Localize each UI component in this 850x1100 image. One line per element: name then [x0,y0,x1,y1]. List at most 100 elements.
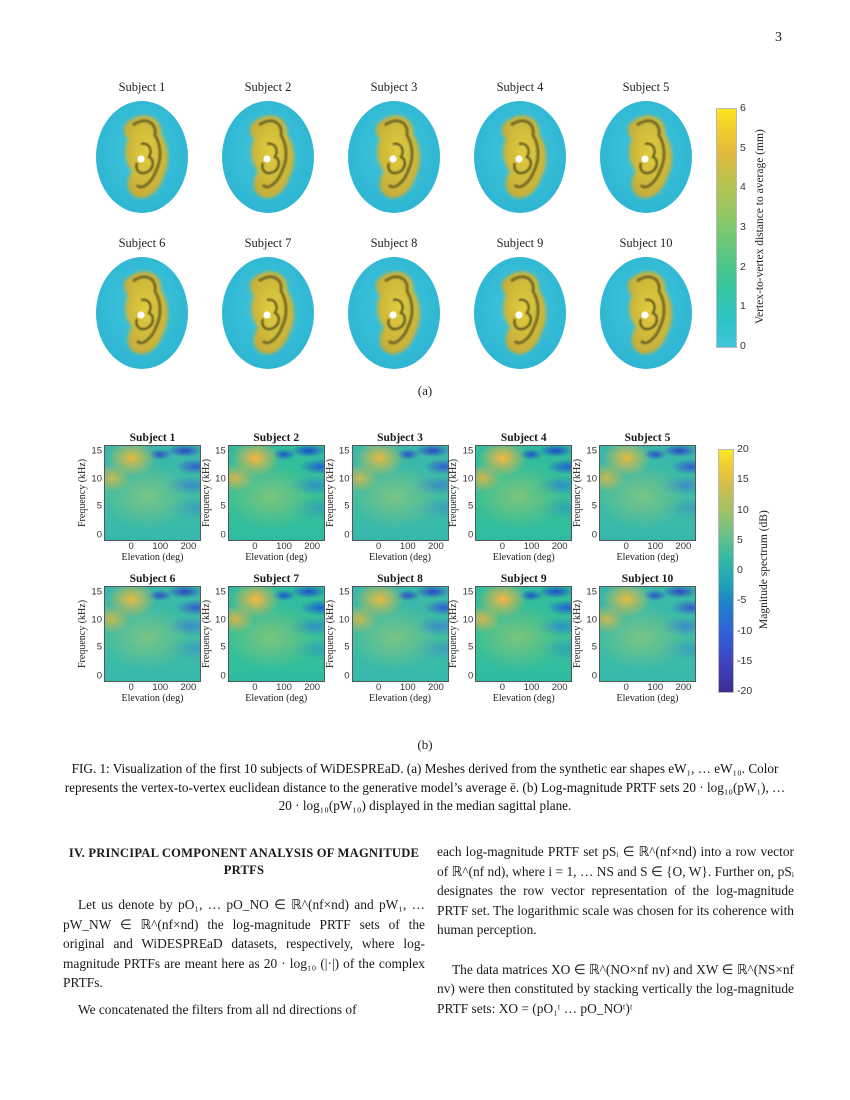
colorbar-gradient [716,108,737,348]
x-axis-ticks: 0 100 200 [623,541,692,552]
ear-mesh-panel: Subject 8 [337,236,451,373]
colorbar-tick: 0 [740,340,746,352]
text-column-right: each log-magnitude PRTF set pSᵢ ∈ ℝ^(nf×… [437,842,794,1026]
y-axis-ticks: 15 10 5 0 [586,586,597,682]
section-heading: IV. PRINCIPAL COMPONENT ANALYSIS OF MAGN… [68,846,420,877]
subject-title: Subject 3 [370,80,418,94]
colorbar-tick: 5 [737,533,743,546]
y-axis-label: Frequency (kHz) [200,599,212,669]
colorbar-tick: -10 [737,624,753,637]
colorbar-tick: 15 [737,473,749,486]
prtf-heatmap [227,445,325,541]
y-axis-ticks: 15 10 5 0 [215,445,226,541]
x-axis-ticks: 0 100 200 [128,682,197,693]
prtf-panel: Subject 6 Frequency (kHz) 15 10 5 0 0 100 200 Ele… [77,573,201,704]
y-axis-ticks: 15 10 5 0 [586,445,597,541]
x-axis-ticks: 0 100 200 [128,541,197,552]
ear-mesh-panel: Subject 6 [85,236,199,373]
y-axis-label: Frequency (kHz) [77,458,88,528]
y-axis-ticks: 15 10 5 0 [338,445,350,541]
paragraph: Let us denote by pO₁, … pO_NO ∈ ℝ^(nf×nd… [63,897,425,991]
figure-b-row-2: Subject 6 Frequency (kHz) 15 10 5 0 0 100 200 Ele… [77,573,696,704]
ear-mesh [96,257,188,369]
text-column-left: IV. PRINCIPAL COMPONENT ANALYSIS OF MAGN… [63,845,425,1026]
colorbar-tick: 20 [737,443,749,455]
ear-mesh [96,101,188,213]
y-axis-label: Frequency (kHz) [572,599,583,669]
colorbar-tick: 2 [740,260,746,273]
subject-title: Subject 8 [377,573,423,585]
colorbar-tick: 5 [740,141,746,154]
x-axis-label: Elevation (deg) [369,552,431,563]
subject-title: Subject 1 [118,80,166,94]
subject-title: Subject 5 [622,80,670,94]
y-axis-ticks: 15 10 5 0 [462,445,474,541]
colorbar-tick: 1 [740,300,746,313]
ear-mesh-panel: Subject 9 [463,236,577,373]
y-axis-ticks: 15 10 5 0 [338,586,350,682]
x-axis-label: Elevation (deg) [121,552,184,563]
y-axis-ticks: 15 10 5 0 [462,586,474,682]
prtf-heatmap [351,586,449,682]
prtf-panel: Subject 3 Frequency (kHz) 15 10 5 0 0 100 200 Ele… [324,432,449,563]
subject-title: Subject 6 [129,573,176,585]
x-axis-ticks: 0 100 200 [623,682,692,693]
subject-title: Subject 8 [370,236,418,250]
colorbar-axis-label: Vertex-to-vertex distance to average (mm… [754,129,766,325]
subject-title: Subject 1 [129,432,176,444]
subject-title: Subject 9 [500,573,547,585]
prtf-heatmap [104,586,201,682]
figure-caption: FIG. 1: Visualization of the first 10 su… [64,761,786,814]
ear-mesh-panel: Subject 5 [589,80,703,217]
ear-mesh [222,101,314,213]
colorbar-tick: 10 [737,503,749,516]
ear-mesh-panel: Subject 1 [85,80,199,217]
ear-mesh-panel: Subject 2 [211,80,325,217]
ear-mesh [600,257,692,369]
prtf-panel: Subject 5 Frequency (kHz) 15 10 5 0 0 100 200 Ele… [572,432,696,563]
subject-title: Subject 6 [118,236,166,250]
x-axis-ticks: 0 100 200 [252,541,321,552]
x-axis-ticks: 0 100 200 [376,682,444,693]
prtf-panel: Subject 8 Frequency (kHz) 15 10 5 0 0 100 200 Ele… [324,573,449,704]
x-axis-ticks: 0 100 200 [499,541,568,552]
x-axis-label: Elevation (deg) [616,552,679,563]
figure-a-row-2: Subject 6 Subject 7 Subject 8 Subject 9 Subj… [85,236,703,373]
colorbar-gradient [718,449,734,693]
x-axis-label: Elevation (deg) [492,693,555,704]
prtf-heatmap [599,586,696,682]
y-axis-ticks: 15 10 5 0 [215,586,226,682]
ear-mesh [348,257,440,369]
x-axis-label: Elevation (deg) [369,693,431,704]
figure-a-row-1: Subject 1 Subject 2 Subject 3 Subject 4 Subj… [85,80,703,217]
subfigure-label-a: (a) [417,383,433,398]
prtf-heatmap [475,586,573,682]
colorbar-tick: 3 [740,221,746,233]
x-axis-ticks: 0 100 200 [252,682,321,693]
subject-title: Subject 10 [621,573,674,585]
page-number: 3 [775,30,782,45]
y-axis-label: Frequency (kHz) [77,599,88,669]
x-axis-label: Elevation (deg) [616,693,679,704]
ear-mesh [348,101,440,213]
y-axis-label: Frequency (kHz) [324,599,336,669]
y-axis-ticks: 15 10 5 0 [91,586,102,682]
x-axis-ticks: 0 100 200 [499,682,568,693]
prtf-heatmap [599,445,696,541]
prtf-heatmap [227,586,325,682]
prtf-panel: Subject 1 Frequency (kHz) 15 10 5 0 0 100 200 Ele… [77,432,201,563]
y-axis-label: Frequency (kHz) [200,458,212,528]
y-axis-ticks: 15 10 5 0 [91,445,102,541]
colorbar-tick: -15 [737,654,753,667]
colorbar-tick: 0 [737,564,743,576]
ear-mesh [474,101,566,213]
ear-mesh [474,257,566,369]
subject-title: Subject 4 [500,432,547,444]
y-axis-label: Frequency (kHz) [324,458,336,528]
subject-title: Subject 3 [377,432,423,444]
ear-mesh [600,101,692,213]
prtf-heatmap [104,445,201,541]
paragraph: We concatenated the filters from all nd … [78,1001,357,1017]
colorbar-tick: -20 [737,685,753,697]
figure-b-row-1: Subject 1 Frequency (kHz) 15 10 5 0 0 100 200 Ele… [77,432,696,563]
